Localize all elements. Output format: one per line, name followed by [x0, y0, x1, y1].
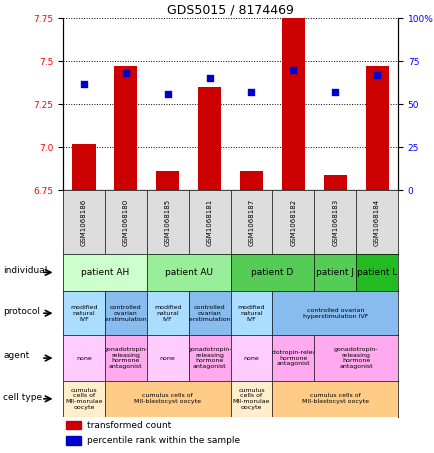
Text: agent: agent — [3, 351, 30, 360]
Text: cell type: cell type — [3, 393, 42, 401]
Bar — [365, 66, 388, 190]
Text: GSM1068186: GSM1068186 — [81, 198, 87, 246]
Bar — [323, 175, 346, 190]
Text: patient AH: patient AH — [81, 268, 129, 277]
Text: patient D: patient D — [251, 268, 293, 277]
Text: modified
natural
IVF: modified natural IVF — [237, 305, 265, 322]
Point — [247, 88, 254, 96]
Text: GSM1068184: GSM1068184 — [373, 198, 379, 246]
Text: cumulus
cells of
MII-morulae
oocyte: cumulus cells of MII-morulae oocyte — [232, 388, 270, 410]
Point — [80, 80, 87, 87]
Text: individual: individual — [3, 266, 47, 275]
Text: cumulus
cells of
MII-morulae
oocyte: cumulus cells of MII-morulae oocyte — [65, 388, 102, 410]
Text: none: none — [76, 356, 92, 361]
Text: patient J: patient J — [316, 268, 353, 277]
Text: GSM1068185: GSM1068185 — [164, 198, 171, 246]
Bar — [281, 1, 304, 190]
Point — [373, 71, 380, 78]
Text: controlled
ovarian
hyperstimulation IVF: controlled ovarian hyperstimulation IVF — [177, 305, 242, 322]
Text: gonadotropin-
releasing
hormone
antagonist: gonadotropin- releasing hormone antagoni… — [333, 347, 378, 369]
Text: controlled
ovarian
hyperstimulation IVF: controlled ovarian hyperstimulation IVF — [93, 305, 158, 322]
Bar — [66, 420, 81, 429]
Text: GSM1068180: GSM1068180 — [122, 198, 128, 246]
Text: gonadotropin-releasing
hormone
antagonist: gonadotropin-releasing hormone antagonis… — [256, 350, 329, 366]
Point — [331, 88, 338, 96]
Text: protocol: protocol — [3, 307, 40, 315]
Bar — [66, 436, 81, 445]
Text: GSM1068181: GSM1068181 — [206, 198, 212, 246]
Bar — [72, 144, 95, 190]
Text: GSM1068187: GSM1068187 — [248, 198, 254, 246]
Text: cumulus cells of
MII-blastocyst oocyte: cumulus cells of MII-blastocyst oocyte — [134, 393, 201, 404]
Text: none: none — [243, 356, 259, 361]
Text: gonadotropin-
releasing
hormone
antagonist: gonadotropin- releasing hormone antagoni… — [103, 347, 148, 369]
Point — [122, 70, 129, 77]
Text: controlled ovarian
hyperstimulation IVF: controlled ovarian hyperstimulation IVF — [302, 308, 367, 318]
Bar — [240, 171, 263, 190]
Text: patient L: patient L — [356, 268, 396, 277]
Bar — [197, 87, 220, 190]
Text: none: none — [160, 356, 175, 361]
Text: percentile rank within the sample: percentile rank within the sample — [86, 436, 239, 445]
Bar — [114, 66, 137, 190]
Point — [206, 75, 213, 82]
Text: modified
natural
IVF: modified natural IVF — [154, 305, 181, 322]
Text: patient AU: patient AU — [164, 268, 212, 277]
Text: cumulus cells of
MII-blastocyst oocyte: cumulus cells of MII-blastocyst oocyte — [301, 393, 368, 404]
Title: GDS5015 / 8174469: GDS5015 / 8174469 — [167, 4, 293, 17]
Point — [164, 90, 171, 97]
Text: GSM1068182: GSM1068182 — [289, 198, 296, 246]
Text: modified
natural
IVF: modified natural IVF — [70, 305, 98, 322]
Text: transformed count: transformed count — [86, 421, 171, 430]
Point — [289, 66, 296, 73]
Text: GSM1068183: GSM1068183 — [332, 198, 338, 246]
Bar — [156, 171, 179, 190]
Text: gonadotropin-
releasing
hormone
antagonist: gonadotropin- releasing hormone antagoni… — [187, 347, 231, 369]
